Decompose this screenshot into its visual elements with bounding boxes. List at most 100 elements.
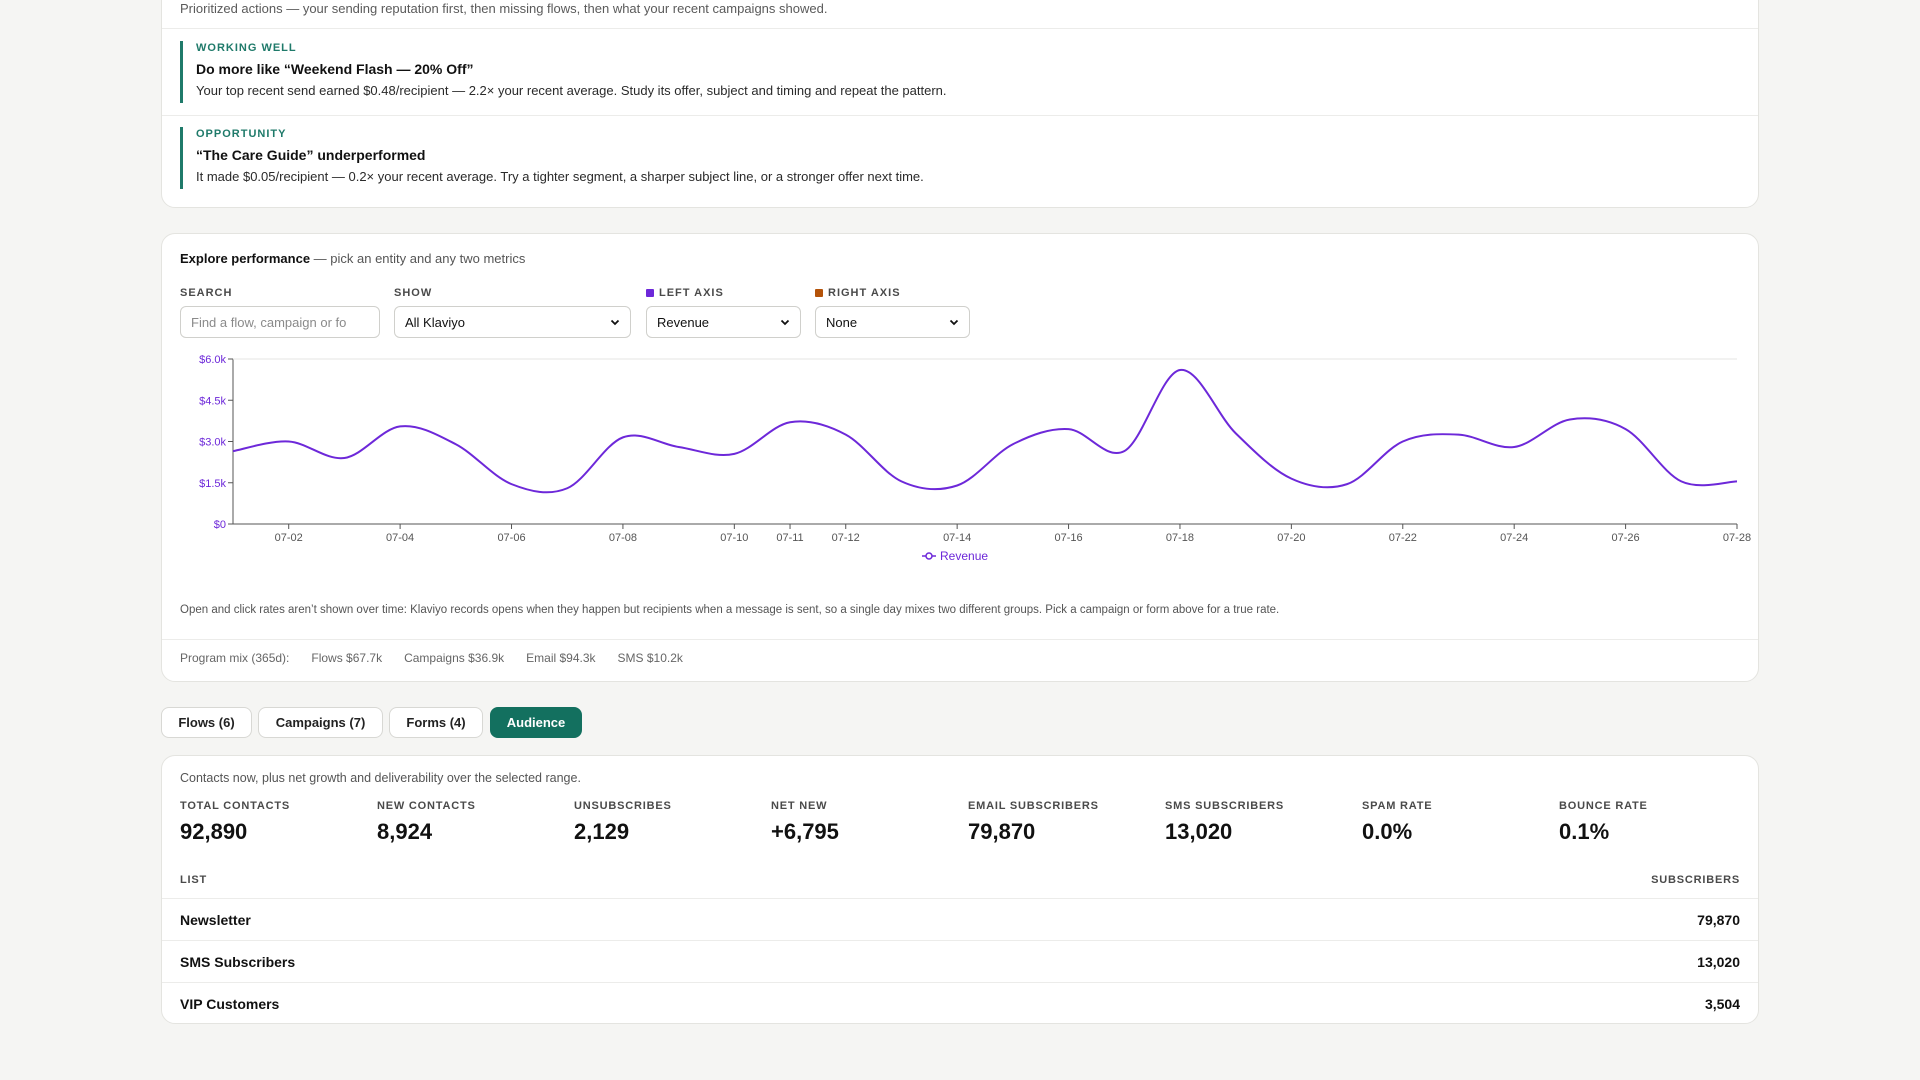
list-subscribers: 79,870 [1697,912,1740,928]
stat-email-subscribers: EMAIL SUBSCRIBERS 79,870 [968,800,1158,845]
search-input[interactable]: Find a flow, campaign or fo [180,306,380,338]
program-mix-sms: SMS $10.2k [617,651,683,665]
right-axis-label: RIGHT AXIS [815,287,901,299]
insight-tag: OPPORTUNITY [196,128,287,140]
stat-value: 92,890 [180,819,248,844]
program-mix-campaigns: Campaigns $36.9k [404,651,505,665]
x-tick-label: 07-02 [275,532,303,544]
table-row[interactable]: SMS Subscribers 13,020 [162,940,1758,982]
stat-label: SMS SUBSCRIBERS [1165,800,1284,812]
stat-value: +6,795 [771,819,839,844]
stat-value: 13,020 [1165,819,1233,844]
stat-net-new: NET NEW +6,795 [771,800,961,845]
y-tick-label: $6.0k [199,354,226,366]
y-tick-label: $1.5k [199,478,226,490]
tab-audience[interactable]: Audience [490,707,582,738]
x-tick-label: 07-26 [1612,532,1640,544]
audience-card: Contacts now, plus net growth and delive… [161,755,1759,1024]
left-axis-label: LEFT AXIS [646,287,724,299]
explore-heading: Explore performance — pick an entity and… [180,251,525,266]
column-header-subscribers: SUBSCRIBERS [1651,874,1740,886]
program-mix-flows: Flows $67.7k [311,651,383,665]
revenue-line-chart: $0 $1.5k $3.0k $4.5k $6.0k 07-02 07-04 07-06 07-… [199,354,1751,563]
chevron-down-icon [780,319,790,326]
revenue-series-line [232,368,1738,494]
program-mix-label: Program mix (365d): [180,651,290,665]
chart-note: Open and click rates aren’t shown over t… [180,604,1280,616]
insight-working-well: WORKING WELL Do more like “Weekend Flash… [180,41,1740,103]
show-select-value: All Klaviyo [405,314,465,330]
stat-label: NET NEW [771,800,828,812]
table-row[interactable]: VIP Customers 3,504 [162,982,1758,1024]
program-mix: Program mix (365d): Flows $67.7k Campaig… [180,651,683,665]
divider [162,28,1758,29]
x-tick-label: 07-20 [1277,532,1305,544]
explore-performance-card: Explore performance — pick an entity and… [161,233,1759,682]
legend-swatch-marker [925,552,933,560]
left-axis-select-value: Revenue [657,314,710,330]
insights-card: Prioritized actions — your sending reput… [161,0,1759,208]
chevron-down-icon [949,319,959,326]
divider [162,115,1758,116]
legend-label-revenue: Revenue [940,549,988,563]
insight-body: It made $0.05/recipient — 0.2× your rece… [196,169,924,184]
insight-opportunity: OPPORTUNITY “The Care Guide” underperfor… [180,127,1740,189]
x-tick-label: 07-04 [386,532,414,544]
divider [162,639,1758,640]
x-tick-label: 07-12 [832,532,860,544]
stat-unsubscribes: UNSUBSCRIBES 2,129 [574,800,764,845]
insight-title: “The Care Guide” underperformed [196,147,426,163]
y-tick-label: $4.5k [199,395,226,407]
x-tick-label: 07-24 [1500,532,1528,544]
stat-bounce-rate: BOUNCE RATE 0.1% [1559,800,1749,845]
insight-body: Your top recent send earned $0.48/recipi… [196,83,947,98]
stat-label: EMAIL SUBSCRIBERS [968,800,1099,812]
stat-new-contacts: NEW CONTACTS 8,924 [377,800,567,845]
list-subscribers: 3,504 [1704,996,1740,1012]
stat-label: UNSUBSCRIBES [574,800,672,812]
list-name: VIP Customers [180,996,280,1012]
stat-value: 0.1% [1559,819,1610,844]
insight-tag: WORKING WELL [196,42,297,54]
show-label: SHOW [394,287,433,299]
chevron-down-icon [610,319,620,326]
x-tick-label: 07-28 [1723,532,1751,544]
list-name: Newsletter [180,912,251,928]
x-tick-label: 07-14 [943,532,971,544]
insight-title: Do more like “Weekend Flash — 20% Off” [196,61,474,77]
y-tick-label: $0 [214,519,226,531]
explore-subtitle: — pick an entity and any two metrics [310,251,526,266]
program-mix-email: Email $94.3k [526,651,596,665]
x-tick-label: 07-16 [1054,532,1082,544]
show-select[interactable]: All Klaviyo [394,306,631,338]
right-axis-swatch [815,289,823,297]
table-row[interactable]: Newsletter 79,870 [162,898,1758,940]
x-tick-label: 07-10 [720,532,748,544]
stat-total-contacts: TOTAL CONTACTS 92,890 [180,800,370,845]
stat-value: 0.0% [1362,819,1413,844]
stat-value: 79,870 [968,819,1036,844]
left-axis-swatch [646,289,654,297]
stat-sms-subscribers: SMS SUBSCRIBERS 13,020 [1165,800,1355,845]
tab-flows[interactable]: Flows (6) [161,707,252,738]
right-axis-select[interactable]: None [815,306,970,338]
y-tick-label: $3.0k [199,437,226,449]
tab-campaigns[interactable]: Campaigns (7) [258,707,383,738]
column-header-list: LIST [180,874,208,886]
x-tick-label: 07-18 [1166,532,1194,544]
x-tick-label: 07-11 [776,532,803,544]
list-subscribers: 13,020 [1697,954,1740,970]
insights-intro: Prioritized actions — your sending reput… [180,1,828,16]
stat-label: BOUNCE RATE [1559,800,1648,812]
list-name: SMS Subscribers [180,954,296,970]
left-axis-select[interactable]: Revenue [646,306,801,338]
search-label: SEARCH [180,287,233,299]
explore-title: Explore performance [180,251,311,266]
x-tick-label: 07-22 [1389,532,1417,544]
stat-label: SPAM RATE [1362,800,1433,812]
x-tick-label: 07-08 [609,532,637,544]
left-axis-label-text: LEFT AXIS [659,287,724,299]
tab-forms[interactable]: Forms (4) [389,707,483,738]
stat-label: TOTAL CONTACTS [180,800,290,812]
x-tick-label: 07-06 [497,532,525,544]
